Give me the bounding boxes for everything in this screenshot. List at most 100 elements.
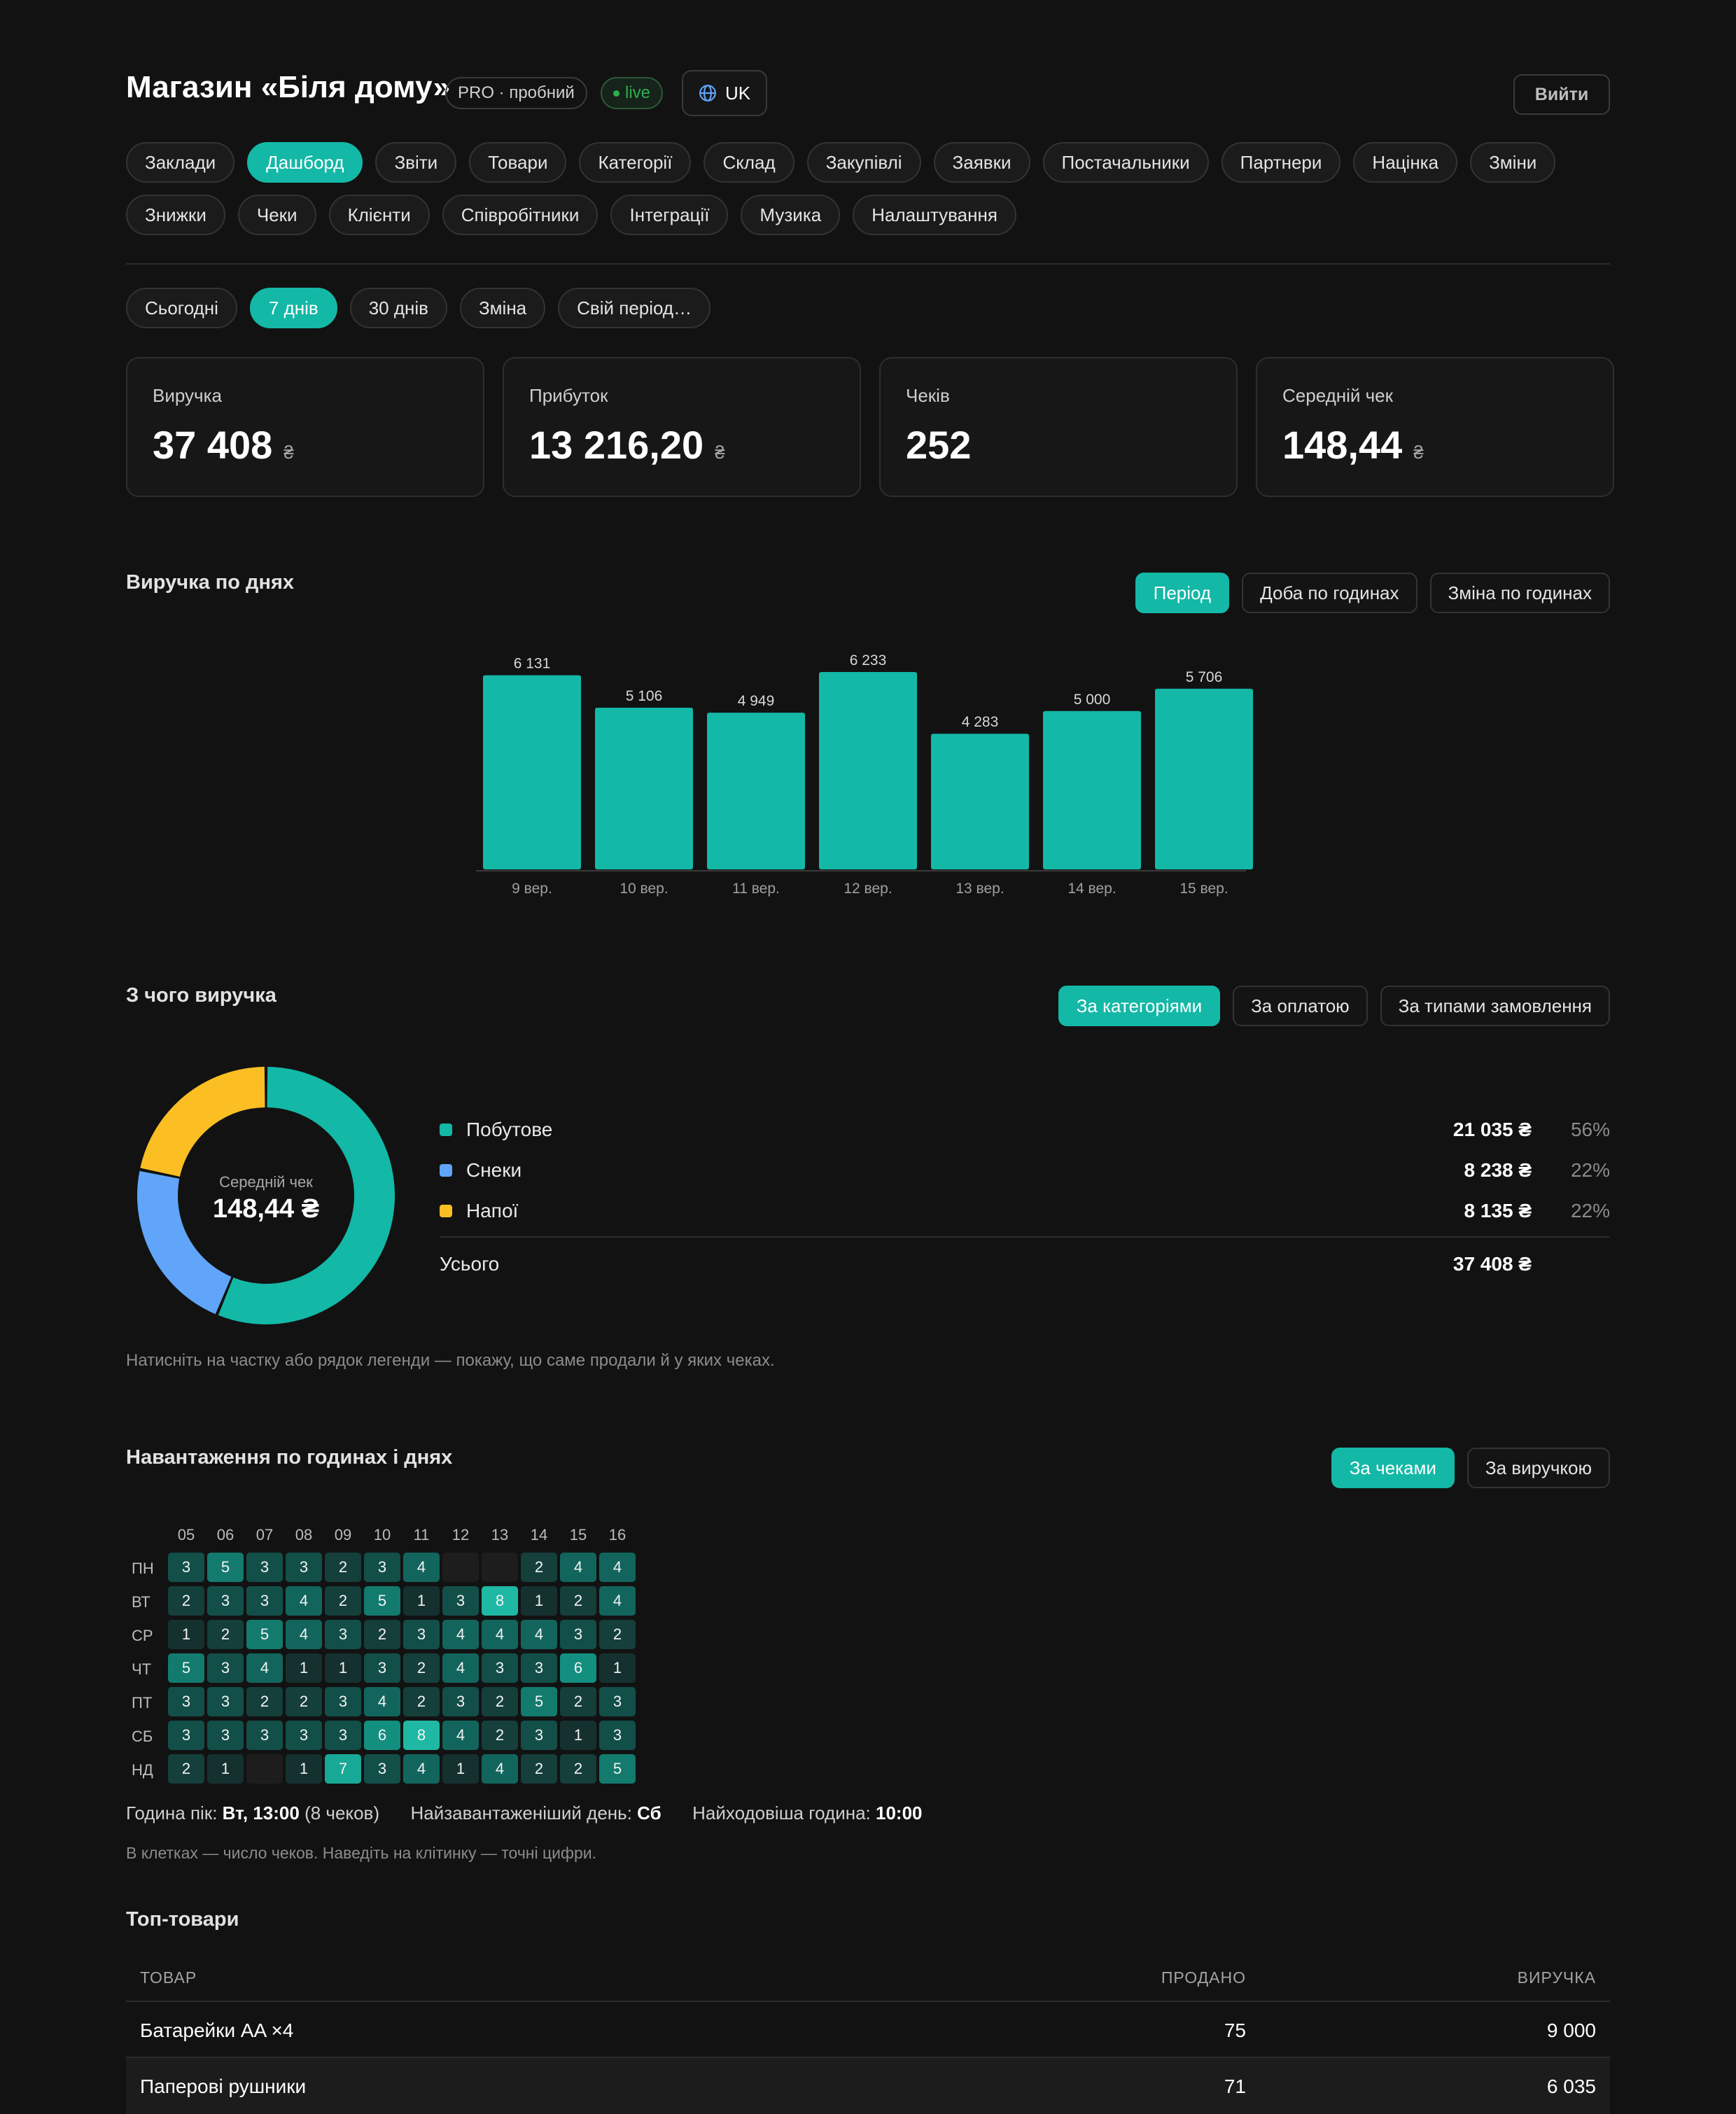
heatmap-cell[interactable]: 3: [442, 1687, 479, 1716]
breakdown-mode-button-1[interactable]: За оплатою: [1233, 986, 1368, 1026]
period-option-0[interactable]: Сьогодні: [126, 288, 237, 328]
nav-tab-row1-10[interactable]: Націнка: [1353, 142, 1458, 183]
heatmap-cell[interactable]: 7: [325, 1754, 361, 1784]
revenue-bar[interactable]: [819, 672, 917, 869]
revenue-bar[interactable]: [707, 713, 805, 869]
heatmap-cell[interactable]: 3: [246, 1586, 283, 1616]
heatmap-cell[interactable]: 3: [207, 1721, 244, 1750]
heatmap-cell[interactable]: 5: [364, 1586, 400, 1616]
heatmap-cell[interactable]: 3: [246, 1721, 283, 1750]
heatmap-cell[interactable]: 5: [168, 1653, 204, 1683]
heatmap-cell[interactable]: 2: [246, 1687, 283, 1716]
heatmap-cell[interactable]: 3: [207, 1687, 244, 1716]
nav-tab-row1-8[interactable]: Постачальники: [1042, 142, 1209, 183]
revenue-bar[interactable]: [931, 734, 1029, 869]
heatmap-cell[interactable]: 1: [286, 1754, 322, 1784]
heatmap-cell[interactable]: 3: [364, 1653, 400, 1683]
table-row[interactable]: Батарейки AA ×4 75 9 000: [126, 2001, 1610, 2058]
nav-tab-row2-5[interactable]: Музика: [741, 195, 841, 235]
heatmap-cell[interactable]: 4: [482, 1620, 518, 1649]
nav-tab-row2-2[interactable]: Клієнти: [328, 195, 430, 235]
heatmap-cell[interactable]: 4: [364, 1687, 400, 1716]
nav-tab-row2-4[interactable]: Інтеграції: [610, 195, 729, 235]
heatmap-cell[interactable]: 8: [403, 1721, 440, 1750]
heatmap-cell[interactable]: 3: [482, 1653, 518, 1683]
heatmap-cell[interactable]: 3: [599, 1721, 636, 1750]
heatmap-cell[interactable]: 2: [521, 1553, 557, 1582]
heatmap-cell[interactable]: 2: [403, 1687, 440, 1716]
heatmap-mode-button-0[interactable]: За чеками: [1331, 1448, 1455, 1488]
heatmap-cell[interactable]: [482, 1553, 518, 1582]
legend-row[interactable]: Снеки 8 238 ₴ 22%: [440, 1156, 1610, 1184]
revenue-mode-button-2[interactable]: Зміна по годинах: [1429, 573, 1610, 613]
heatmap-cell[interactable]: 2: [403, 1653, 440, 1683]
nav-tab-row1-4[interactable]: Категорії: [579, 142, 692, 183]
heatmap-cell[interactable]: 4: [246, 1653, 283, 1683]
heatmap-cell[interactable]: 2: [168, 1586, 204, 1616]
logout-button[interactable]: Вийти: [1513, 74, 1610, 115]
heatmap-cell[interactable]: [246, 1754, 283, 1784]
heatmap-cell[interactable]: 4: [442, 1620, 479, 1649]
legend-row[interactable]: Побутове 21 035 ₴ 56%: [440, 1116, 1610, 1144]
period-option-1[interactable]: 7 днів: [249, 288, 337, 328]
nav-tab-row2-3[interactable]: Співробітники: [442, 195, 598, 235]
heatmap-cell[interactable]: 3: [403, 1620, 440, 1649]
revenue-bar[interactable]: [1155, 688, 1253, 869]
heatmap-cell[interactable]: 4: [482, 1754, 518, 1784]
nav-tab-row1-1[interactable]: Дашборд: [247, 142, 363, 183]
donut-slice-2[interactable]: [140, 1067, 265, 1177]
legend-row[interactable]: Напої 8 135 ₴ 22%: [440, 1197, 1610, 1225]
heatmap-cell[interactable]: 3: [286, 1553, 322, 1582]
heatmap-cell[interactable]: 2: [325, 1553, 361, 1582]
heatmap-cell[interactable]: 2: [286, 1687, 322, 1716]
heatmap-cell[interactable]: 1: [442, 1754, 479, 1784]
heatmap-cell[interactable]: 2: [560, 1687, 596, 1716]
heatmap-cell[interactable]: 3: [364, 1754, 400, 1784]
nav-tab-row2-0[interactable]: Знижки: [126, 195, 225, 235]
heatmap-cell[interactable]: 4: [599, 1553, 636, 1582]
breakdown-mode-button-2[interactable]: За типами замовлення: [1380, 986, 1610, 1026]
breakdown-mode-button-0[interactable]: За категоріями: [1058, 986, 1221, 1026]
nav-tab-row2-6[interactable]: Налаштування: [853, 195, 1016, 235]
heatmap-cell[interactable]: 4: [442, 1721, 479, 1750]
nav-tab-row1-9[interactable]: Партнери: [1221, 142, 1341, 183]
heatmap-cell[interactable]: 4: [599, 1586, 636, 1616]
nav-tab-row1-0[interactable]: Заклади: [126, 142, 235, 183]
heatmap-cell[interactable]: 3: [325, 1687, 361, 1716]
heatmap-cell[interactable]: 5: [246, 1620, 283, 1649]
heatmap-cell[interactable]: 3: [560, 1620, 596, 1649]
heatmap-cell[interactable]: 1: [403, 1586, 440, 1616]
heatmap-cell[interactable]: 4: [403, 1553, 440, 1582]
heatmap-cell[interactable]: 3: [364, 1553, 400, 1582]
nav-tab-row1-2[interactable]: Звіти: [375, 142, 457, 183]
language-button[interactable]: UK: [682, 70, 768, 116]
heatmap-cell[interactable]: 2: [364, 1620, 400, 1649]
heatmap-cell[interactable]: 1: [325, 1653, 361, 1683]
heatmap-cell[interactable]: 1: [521, 1586, 557, 1616]
heatmap-cell[interactable]: 3: [325, 1721, 361, 1750]
heatmap-cell[interactable]: 3: [168, 1721, 204, 1750]
heatmap-cell[interactable]: 8: [482, 1586, 518, 1616]
period-option-4[interactable]: Свій період…: [558, 288, 711, 328]
heatmap-cell[interactable]: 1: [560, 1721, 596, 1750]
heatmap-cell[interactable]: [442, 1553, 479, 1582]
nav-tab-row1-5[interactable]: Склад: [704, 142, 794, 183]
revenue-bar[interactable]: [1043, 710, 1141, 869]
heatmap-cell[interactable]: 5: [207, 1553, 244, 1582]
heatmap-cell[interactable]: 2: [482, 1687, 518, 1716]
revenue-mode-button-0[interactable]: Період: [1135, 573, 1230, 613]
heatmap-cell[interactable]: 4: [560, 1553, 596, 1582]
heatmap-cell[interactable]: 3: [442, 1586, 479, 1616]
heatmap-cell[interactable]: 2: [482, 1721, 518, 1750]
heatmap-cell[interactable]: 3: [207, 1586, 244, 1616]
period-option-2[interactable]: 30 днів: [349, 288, 447, 328]
table-row[interactable]: Паперові рушники 71 6 035: [126, 2057, 1610, 2114]
heatmap-cell[interactable]: 1: [599, 1653, 636, 1683]
heatmap-mode-button-1[interactable]: За виручкою: [1466, 1448, 1610, 1488]
heatmap-cell[interactable]: 1: [168, 1620, 204, 1649]
heatmap-cell[interactable]: 3: [521, 1653, 557, 1683]
heatmap-cell[interactable]: 4: [521, 1620, 557, 1649]
heatmap-cell[interactable]: 2: [207, 1620, 244, 1649]
donut-slice-1[interactable]: [136, 1170, 232, 1315]
heatmap-cell[interactable]: 2: [560, 1754, 596, 1784]
